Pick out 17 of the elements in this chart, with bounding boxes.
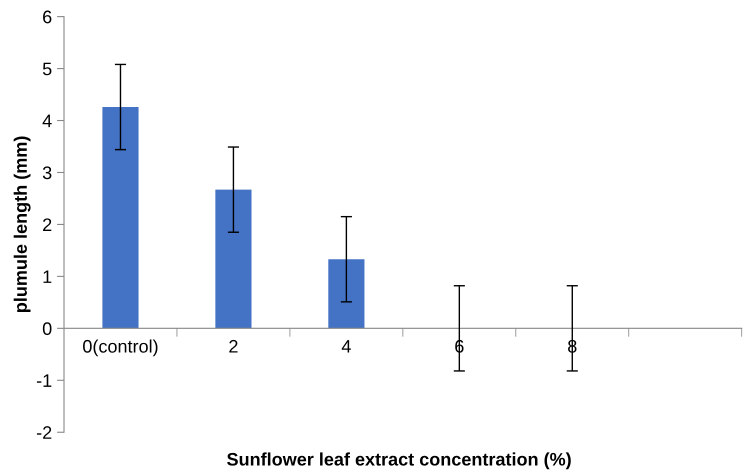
y-tick-label: 2: [43, 218, 52, 231]
y-tick-label: 3: [42, 166, 52, 180]
y-tick-label: 6: [43, 10, 52, 24]
y-tick-label: 4: [42, 114, 52, 128]
x-axis-title: Sunflower leaf extract concentration (%): [227, 452, 571, 470]
y-tick-label: 5: [42, 62, 52, 76]
x-tick-label: 0(control): [83, 339, 158, 356]
x-tick-label: 2: [229, 340, 238, 353]
y-tick-label: -2: [36, 426, 52, 439]
x-tick-label: 4: [342, 340, 351, 353]
bar: [215, 190, 252, 328]
y-tick-label: -1: [36, 374, 52, 387]
y-tick-label: 0: [42, 322, 52, 336]
bar: [102, 107, 139, 328]
y-tick-label: 1: [44, 270, 52, 283]
y-axis-title: plumule length (mm): [14, 136, 31, 312]
bar: [328, 259, 364, 328]
